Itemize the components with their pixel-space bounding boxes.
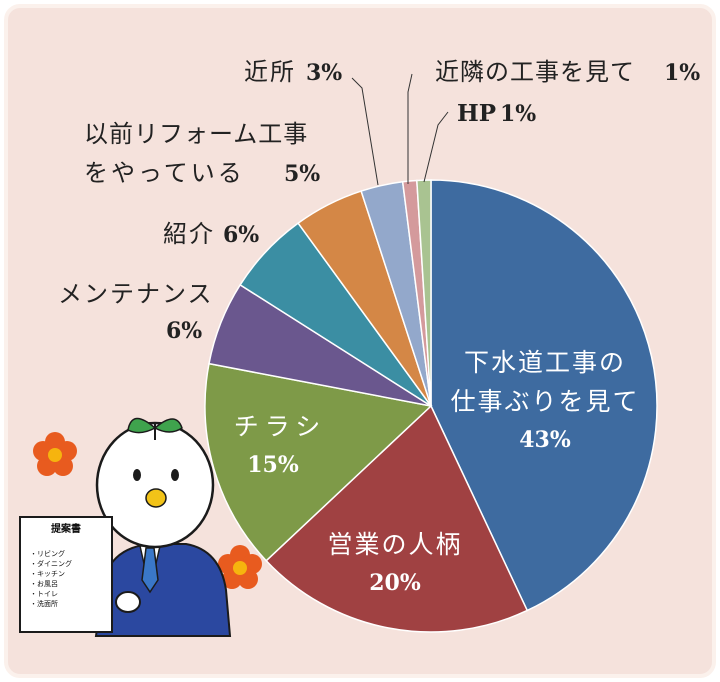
pct-nearby: 3% [306, 60, 342, 86]
label-sewer-line1: 下水道工事の [464, 348, 626, 377]
flower-left-icon [33, 432, 77, 476]
proposal-board [19, 516, 113, 633]
label-nearby-line1: 近所 [244, 58, 296, 86]
label-maintenance-line1: メンテナンス [58, 280, 214, 308]
pct-referral: 6% [223, 222, 259, 248]
sprout-leaf-right [153, 418, 183, 433]
proposal-board-list: ・リビング ・ダイニング ・キッチン ・お風呂 ・トイレ ・洗面所 [30, 549, 72, 608]
proposal-item: ・キッチン [30, 570, 65, 578]
label-previous-line2: をやっている [84, 159, 245, 187]
leader-lines [351, 73, 449, 186]
sprout-leaf-left [127, 417, 157, 434]
pct-sewer: 43% [519, 427, 571, 453]
pct-neighbor: 1% [664, 60, 700, 86]
proposal-item: ・ダイニング [30, 559, 72, 568]
label-neighbor-line1: 近隣の工事を見て [435, 58, 635, 86]
leader-line-nearby [351, 77, 379, 186]
label-personality-line1: 営業の人柄 [327, 530, 462, 559]
pie-slice-hp [416, 179, 432, 407]
label-sewer: 下水道工事の 仕事ぶりを見て 43% [450, 348, 639, 453]
pct-personality: 20% [369, 570, 421, 596]
pct-flyer: 15% [247, 452, 299, 478]
proposal-board-title: 提案書 [51, 522, 81, 535]
label-neighbor: 近隣の工事を見て 1% [435, 58, 700, 86]
label-nearby: 近所 3% [244, 58, 342, 86]
proposal-item: ・トイレ [30, 590, 58, 598]
flower-right-icon [218, 545, 262, 589]
proposal-item: ・お風呂 [30, 580, 58, 588]
mascot-suit [94, 543, 232, 637]
pie-slice-flyer [204, 362, 433, 562]
label-sewer-line2: 仕事ぶりを見て [450, 387, 639, 416]
pct-hp: 1% [500, 101, 536, 127]
label-maintenance: メンテナンス 6% [58, 280, 214, 344]
label-previous-line1: 以前リフォーム工事 [84, 120, 308, 148]
label-flyer: チラシ 15% [234, 412, 327, 478]
pie-slice-personality [265, 404, 529, 633]
pie-slices [204, 179, 658, 633]
label-previous: 以前リフォーム工事 をやっている 5% [84, 120, 320, 187]
mascot-head [95, 421, 215, 549]
leader-line-hp [423, 111, 449, 183]
proposal-item: ・洗面所 [30, 599, 58, 608]
leader-line-neighbor [407, 73, 413, 184]
label-flyer-line1: チラシ [234, 412, 327, 441]
mascot-illustration: 提案書 ・リビング ・ダイニング ・キッチン ・お風呂 ・トイレ ・洗面所 [19, 417, 232, 637]
pct-maintenance: 6% [166, 318, 202, 344]
proposal-item: ・リビング [30, 549, 65, 558]
label-hp: HP 1% [457, 100, 536, 127]
label-referral: 紹介 6% [163, 220, 259, 248]
pie-slice-sewer [430, 179, 658, 612]
label-hp-line1: HP [457, 100, 496, 127]
mascot-beak [145, 488, 167, 508]
label-personality: 営業の人柄 20% [327, 530, 462, 596]
label-referral-line1: 紹介 [163, 220, 215, 248]
pct-previous: 5% [284, 161, 320, 187]
